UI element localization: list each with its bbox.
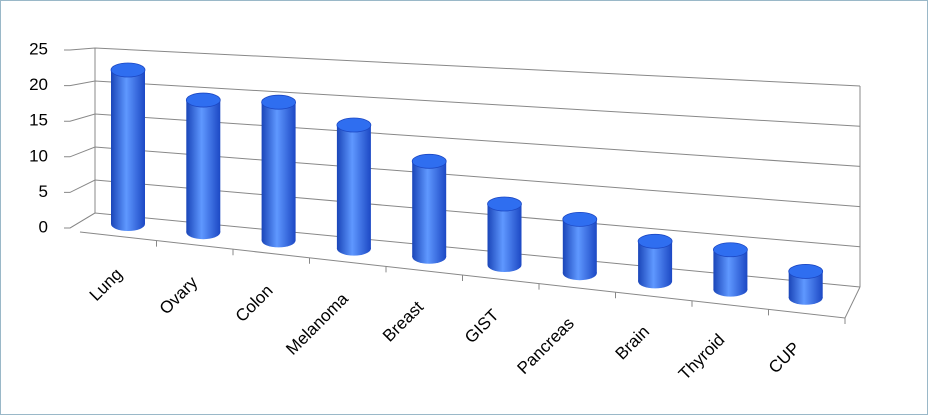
y-tick-label: 15 <box>29 111 48 130</box>
bar-part <box>562 211 598 227</box>
bar-part <box>185 92 221 108</box>
bar <box>110 62 146 231</box>
y-tick-label: 0 <box>39 217 48 236</box>
bar-part <box>713 242 748 258</box>
bar <box>562 211 598 281</box>
bar <box>411 153 447 264</box>
bar-part <box>637 233 673 249</box>
bar <box>336 117 372 256</box>
grid-line <box>64 179 861 248</box>
grid-line <box>64 212 861 288</box>
bar-part <box>111 70 145 224</box>
bar-part <box>261 102 296 241</box>
bar-part <box>186 100 221 233</box>
bar <box>261 94 297 248</box>
grid-line <box>64 146 861 208</box>
y-tick-label: 5 <box>39 182 48 201</box>
grid-line <box>64 80 861 127</box>
bar-part <box>336 117 372 133</box>
bar <box>788 264 824 305</box>
bar <box>185 92 221 240</box>
y-tick-label: 10 <box>29 146 48 165</box>
y-tick-label: 25 <box>29 39 48 58</box>
bar <box>487 196 522 272</box>
grid-line <box>64 113 861 167</box>
bar-part <box>788 264 824 279</box>
bar-part <box>487 204 522 265</box>
bar-part <box>412 161 447 257</box>
y-tick-label: 20 <box>29 75 48 94</box>
bar <box>637 233 673 289</box>
bar-part <box>487 196 522 212</box>
bar-part <box>110 62 146 78</box>
grid-line <box>64 47 861 87</box>
bar-part <box>261 94 297 110</box>
bar-part <box>411 153 447 169</box>
bar-part <box>562 219 597 274</box>
bar-part <box>336 125 371 249</box>
bar <box>713 242 748 297</box>
